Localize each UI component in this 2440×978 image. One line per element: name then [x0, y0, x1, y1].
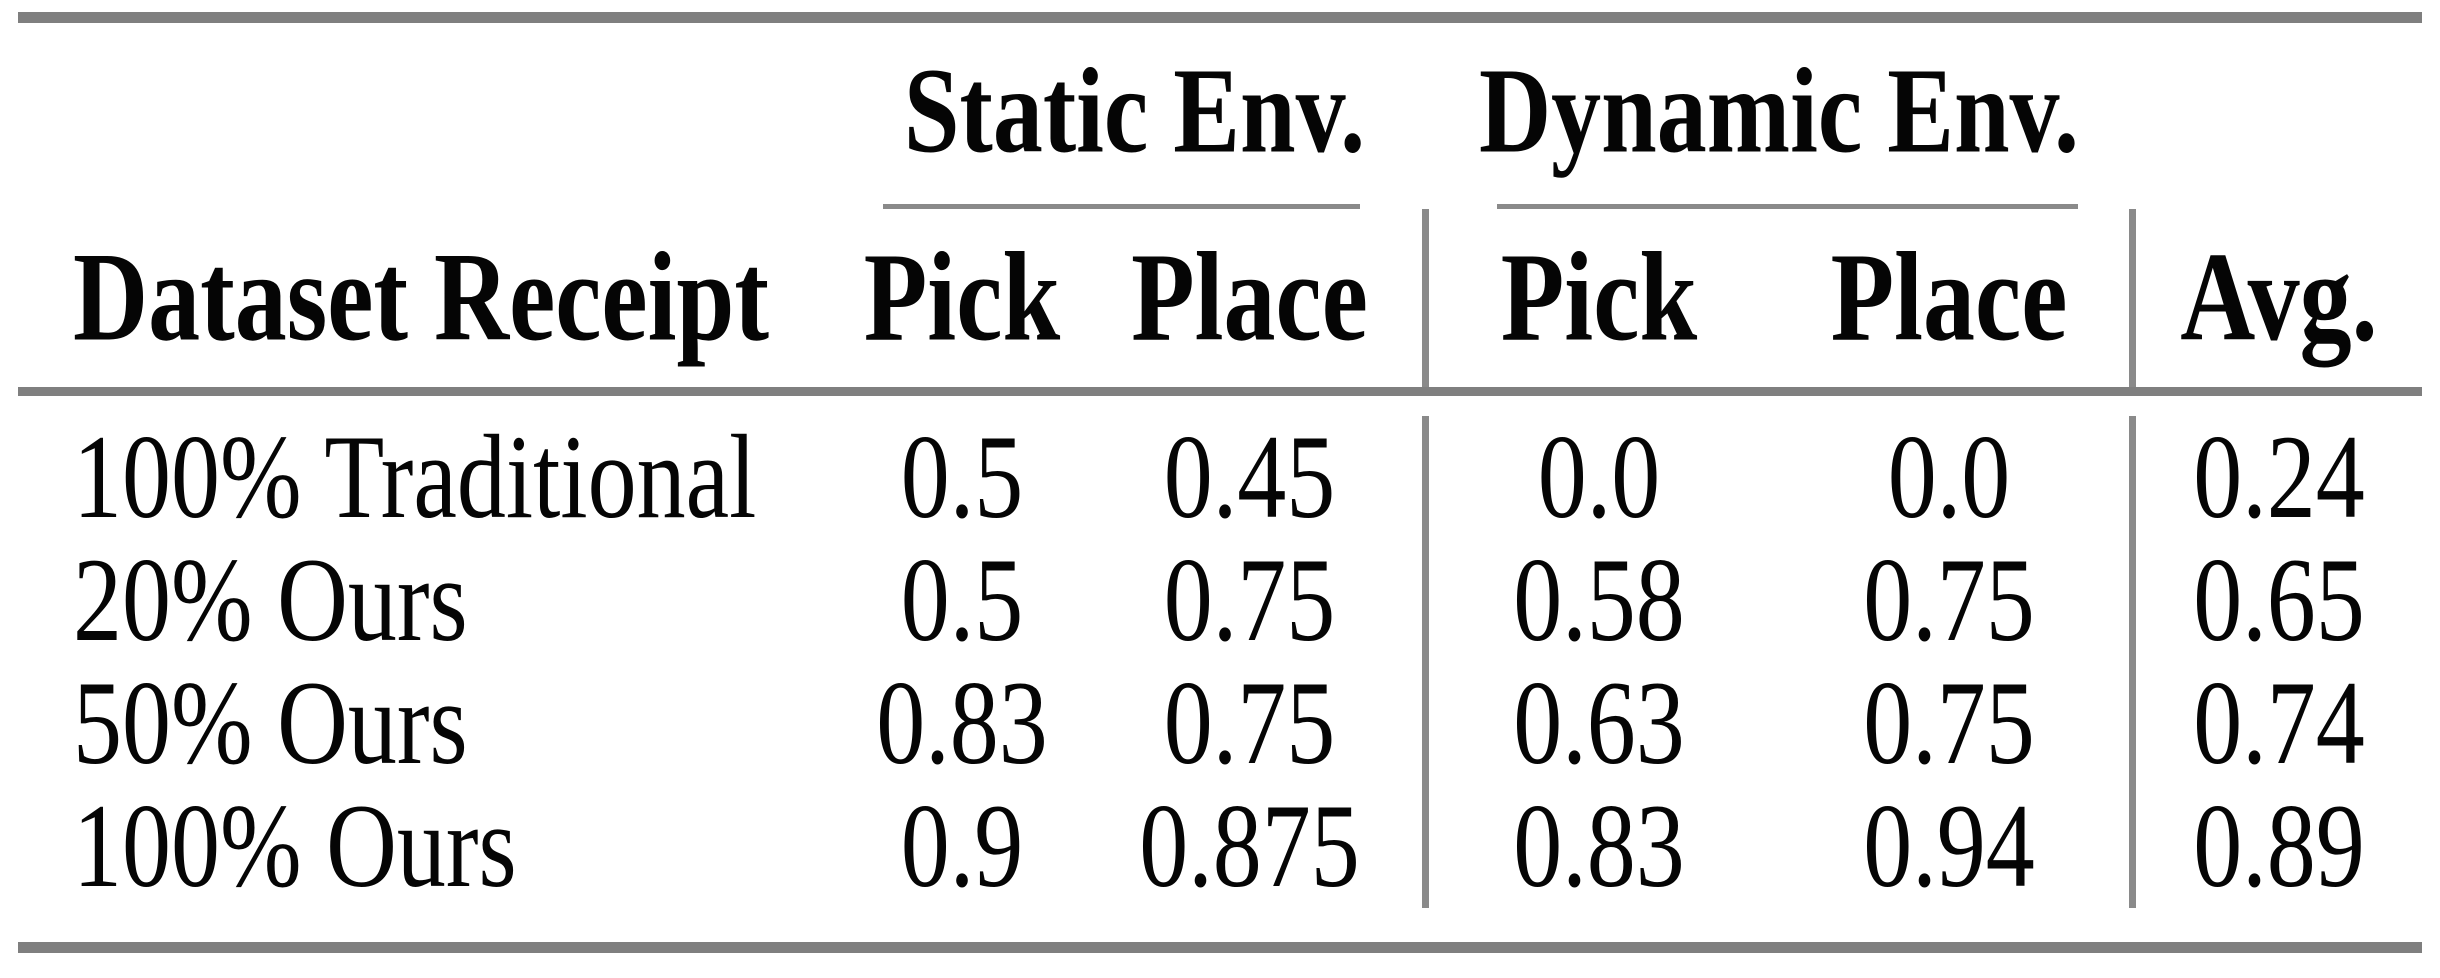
row-label: 100% Ours [73, 780, 517, 913]
table-cell: 0.83 [1513, 780, 1685, 913]
table-cell: 0.75 [1163, 534, 1336, 667]
table-cell: 0.75 [1863, 657, 2035, 790]
col-header-dataset-receipt: Dataset Receipt [73, 227, 769, 368]
vertical-rule [1422, 209, 1429, 387]
table-row: 20% Ours 0.5 0.75 0.58 0.75 0.65 [18, 539, 2422, 662]
row-label: 50% Ours [73, 657, 468, 790]
header-separator-rule [18, 387, 2422, 396]
col-header-static-pick: Pick [863, 227, 1061, 368]
table-cell: 0.75 [1163, 657, 1336, 790]
table-cell: 0.58 [1513, 534, 1685, 667]
top-rule [18, 12, 2422, 23]
results-table: Static Env. Dynamic Env. Dataset Receipt… [18, 12, 2422, 953]
table-cell: 0.75 [1863, 534, 2035, 667]
col-header-dynamic-pick: Pick [1500, 227, 1698, 368]
column-header-row: Dataset Receipt Pick Place Pick Place Av… [18, 209, 2422, 387]
table-cell: 0.94 [1863, 780, 2035, 913]
table-cell: 0.875 [1139, 780, 1360, 913]
row-label: 20% Ours [73, 534, 468, 667]
table-cell: 0.9 [900, 780, 1024, 913]
table-cell: 0.0 [1887, 411, 2011, 544]
vertical-rule [2129, 785, 2136, 908]
group-header-dynamic-env-label: Dynamic Env. [1478, 42, 2080, 179]
vertical-rule [1422, 785, 1429, 908]
table-cell: 0.89 [2193, 780, 2365, 913]
vertical-rule [2129, 662, 2136, 785]
group-header-static-env: Static Env. [847, 23, 1422, 209]
cmidrule-static-env [883, 204, 1360, 209]
vertical-rule [1422, 539, 1429, 662]
col-header-static-place: Place [1131, 227, 1368, 368]
row-label: 100% Traditional [73, 411, 757, 544]
col-header-avg: Avg. [2180, 227, 2378, 368]
cmidrule-dynamic-env [1497, 204, 2078, 209]
table-row: 100% Ours 0.9 0.875 0.83 0.94 0.89 [18, 785, 2422, 908]
vertical-rule [2129, 539, 2136, 662]
table-row: 100% Traditional 0.5 0.45 0.0 0.0 0.24 [18, 416, 2422, 539]
table-row: 50% Ours 0.83 0.75 0.63 0.75 0.74 [18, 662, 2422, 785]
vertical-rule [1422, 662, 1429, 785]
vertical-rule [2129, 416, 2136, 539]
table-cell: 0.5 [900, 411, 1024, 544]
vertical-rule [2129, 209, 2136, 387]
vertical-rule [1422, 416, 1429, 539]
table-cell: 0.5 [900, 534, 1024, 667]
table-cell: 0.83 [876, 657, 1048, 790]
table-cell: 0.74 [2193, 657, 2365, 790]
table-body: 100% Traditional 0.5 0.45 0.0 0.0 0.24 2… [18, 396, 2422, 942]
table-cell: 0.45 [1163, 411, 1336, 544]
bottom-rule [18, 942, 2422, 953]
table-cell: 0.63 [1513, 657, 1685, 790]
group-header-dynamic-env: Dynamic Env. [1429, 23, 2129, 209]
table-cell: 0.65 [2193, 534, 2365, 667]
col-header-dynamic-place: Place [1830, 227, 2068, 368]
table-cell: 0.24 [2193, 411, 2365, 544]
table-cell: 0.0 [1537, 411, 1661, 544]
group-header-static-env-label: Static Env. [903, 42, 1366, 179]
group-header-row: Static Env. Dynamic Env. [18, 23, 2422, 209]
